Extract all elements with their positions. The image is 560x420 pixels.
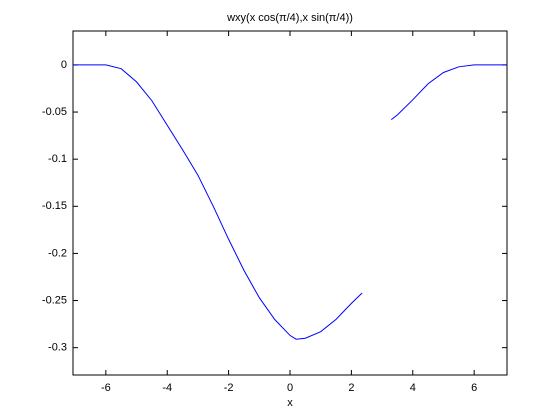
x-tick-label: 6 (471, 382, 477, 394)
x-tick-label: -6 (101, 382, 111, 394)
y-tick-label: -0.1 (48, 153, 67, 165)
y-tick-label: -0.25 (42, 294, 67, 306)
y-tick-label: -0.2 (48, 247, 67, 259)
y-tick-label: 0 (61, 59, 67, 71)
y-tick-label: -0.3 (48, 342, 67, 354)
x-tick-label: 2 (348, 382, 354, 394)
x-tick-label: 4 (410, 382, 416, 394)
plot-frame (72, 30, 508, 376)
x-tick-label: -2 (224, 382, 234, 394)
y-tick-label: -0.15 (42, 200, 67, 212)
x-tick-label: 0 (287, 382, 293, 394)
x-tick-label: -4 (162, 382, 172, 394)
y-tick-label: -0.05 (42, 106, 67, 118)
chart-title: wxy(x cos(π/4),x sin(π/4)) (226, 12, 353, 24)
x-axis-label: x (287, 397, 293, 409)
line-series (73, 64, 507, 340)
